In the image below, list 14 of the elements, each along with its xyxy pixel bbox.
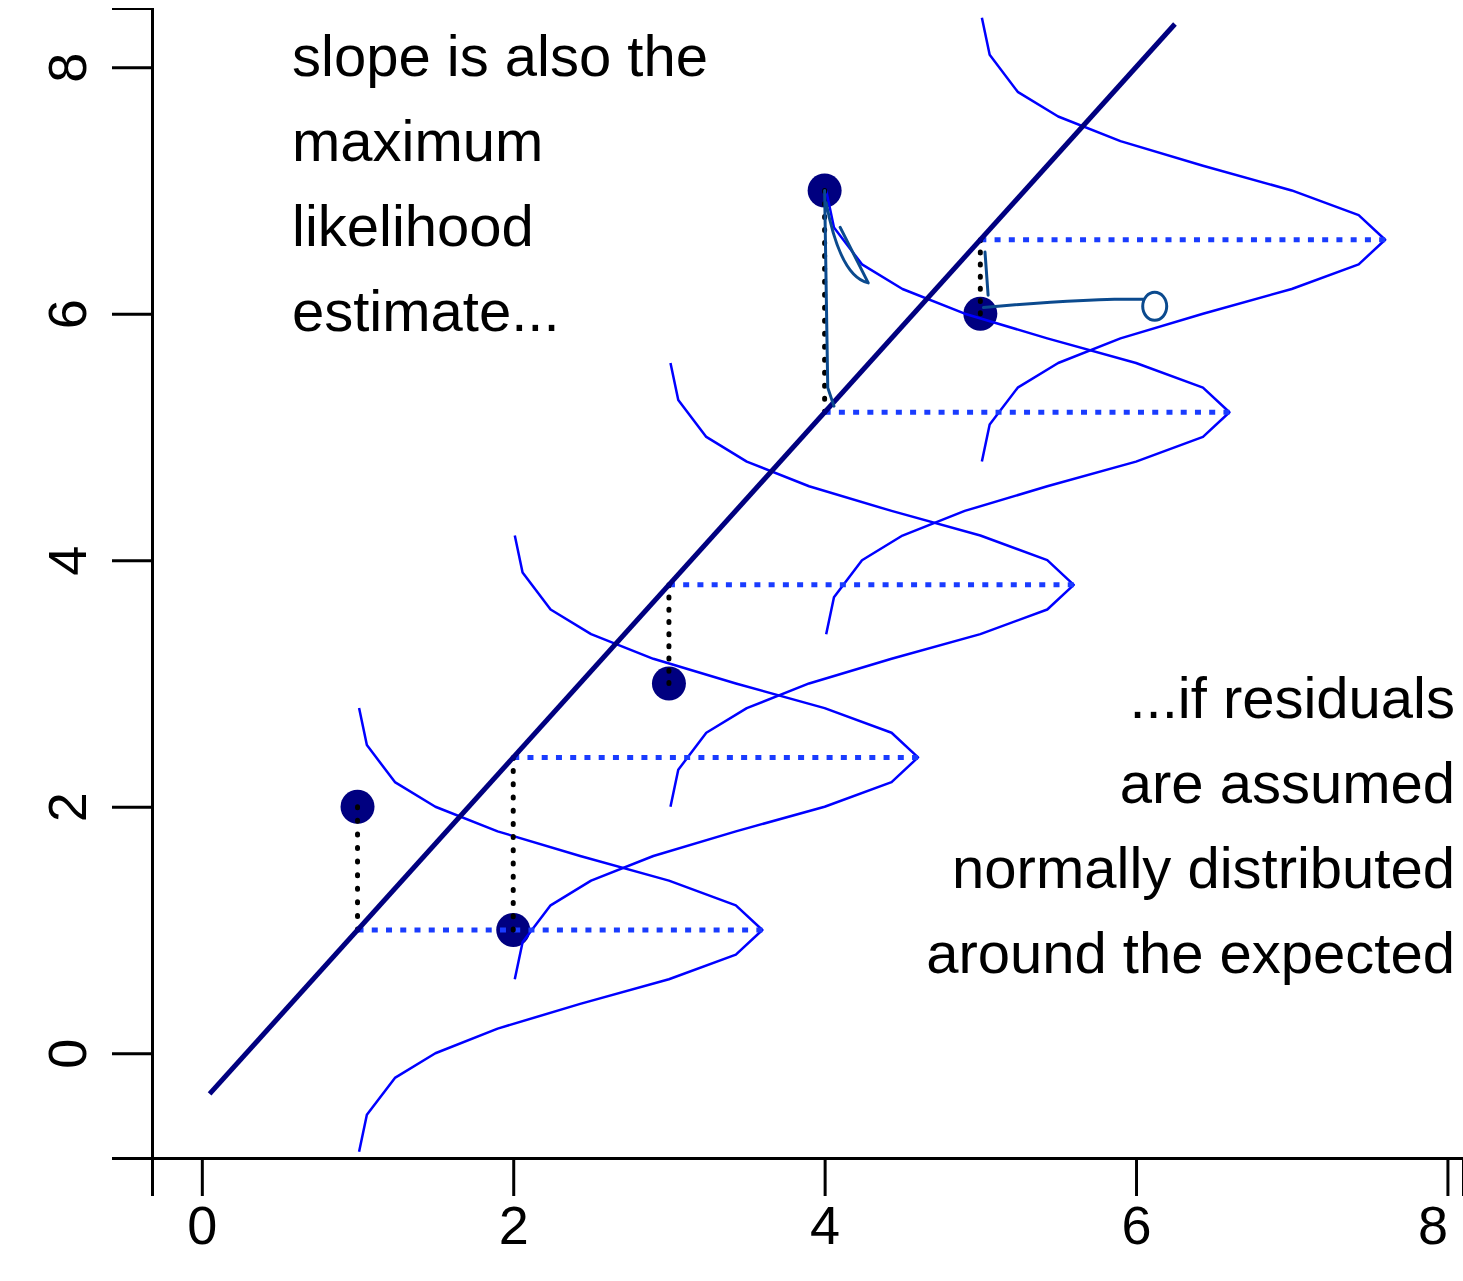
y-tick-label: 0 [37, 1038, 97, 1069]
y-tick-label: 4 [37, 545, 97, 576]
x-tick-label: 6 [1121, 1195, 1152, 1256]
annotation: ...if residuals are assumed normally distributed around the expected [926, 665, 1455, 985]
y-tick-label: 8 [37, 52, 97, 83]
x-tick-label: 8 [1417, 1195, 1448, 1256]
point [340, 789, 375, 824]
annotation: slope is also the maximum likelihood estimate... [292, 23, 708, 343]
x-tick-label: 4 [810, 1195, 841, 1256]
x-tick-label: 0 [187, 1195, 218, 1256]
y-tick-label: 6 [37, 299, 97, 330]
x-tick-label: 2 [498, 1195, 529, 1256]
y-tick-label: 2 [37, 792, 97, 823]
point [651, 666, 686, 701]
